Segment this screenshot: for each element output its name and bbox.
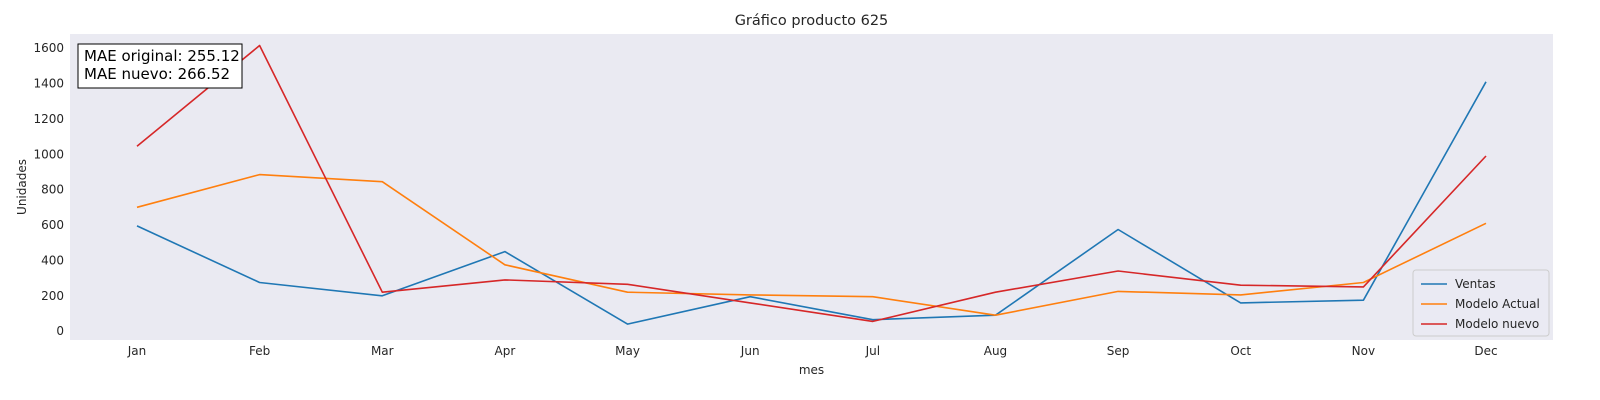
chart-title: Gráfico producto 625 — [735, 13, 889, 29]
y-tick-label: 1400 — [33, 77, 64, 91]
y-tick-label: 200 — [41, 289, 64, 303]
series-line-modelo-nuevo — [136, 44, 1487, 323]
x-tick-label: Dec — [1474, 344, 1497, 358]
series-lines — [136, 44, 1487, 325]
y-tick-label: 1600 — [33, 41, 64, 55]
x-axis-ticks: Jan Feb Mar Apr May Jun Jul Aug Sep Oct Nov Dec — [127, 344, 1498, 358]
legend-label-ventas: Ventas — [1455, 277, 1496, 291]
x-tick-label: Sep — [1107, 344, 1130, 358]
x-tick-label: Aug — [984, 344, 1007, 358]
x-tick-label: Apr — [495, 344, 516, 358]
x-tick-label: Jan — [127, 344, 147, 358]
y-tick-label: 1200 — [33, 112, 64, 126]
plot-area — [70, 34, 1553, 340]
series-line-ventas — [136, 81, 1487, 325]
x-tick-label: Jun — [740, 344, 760, 358]
y-tick-label: 1000 — [33, 147, 64, 161]
x-tick-label: Feb — [249, 344, 270, 358]
legend-label-modelo-actual: Modelo Actual — [1455, 297, 1540, 311]
y-axis-ticks: 0 200 400 600 800 1000 1200 1400 1600 — [33, 41, 64, 338]
y-tick-label: 800 — [41, 183, 64, 197]
y-tick-label: 0 — [56, 324, 64, 338]
x-tick-label: Oct — [1230, 344, 1251, 358]
y-axis-label: Unidades — [15, 159, 29, 215]
x-axis-label: mes — [799, 363, 824, 377]
mae-annotation-box: MAE original: 255.12 MAE nuevo: 266.52 — [77, 43, 243, 89]
x-tick-label: May — [615, 344, 640, 358]
x-tick-label: Mar — [371, 344, 394, 358]
x-tick-label: Jul — [865, 344, 880, 358]
legend: Ventas Modelo Actual Modelo nuevo — [1412, 269, 1550, 337]
y-tick-label: 400 — [41, 253, 64, 267]
annotation-mae-original: MAE original: 255.12 — [84, 47, 240, 65]
y-tick-label: 600 — [41, 218, 64, 232]
legend-frame — [1412, 269, 1550, 337]
series-line-modelo-actual — [136, 173, 1487, 317]
legend-label-modelo-nuevo: Modelo nuevo — [1455, 317, 1539, 331]
annotation-mae-nuevo: MAE nuevo: 266.52 — [84, 65, 230, 83]
x-tick-label: Nov — [1352, 344, 1375, 358]
annotation-frame — [77, 43, 243, 89]
